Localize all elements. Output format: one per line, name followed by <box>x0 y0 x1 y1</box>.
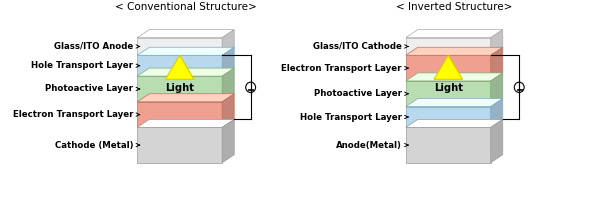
Polygon shape <box>406 73 503 81</box>
Polygon shape <box>406 127 490 163</box>
Text: Cathode (Metal): Cathode (Metal) <box>55 141 139 150</box>
Text: Glass/ITO Anode: Glass/ITO Anode <box>54 42 139 51</box>
Polygon shape <box>222 94 234 127</box>
Polygon shape <box>222 119 234 163</box>
Polygon shape <box>406 99 503 106</box>
Text: < Conventional Structure>: < Conventional Structure> <box>115 2 257 12</box>
Text: < Inverted Structure>: < Inverted Structure> <box>396 2 513 12</box>
Text: Electron Transport Layer: Electron Transport Layer <box>281 64 408 73</box>
Text: Electron Transport Layer: Electron Transport Layer <box>13 110 139 119</box>
Polygon shape <box>406 47 503 55</box>
Polygon shape <box>165 55 194 79</box>
Polygon shape <box>490 99 503 127</box>
Polygon shape <box>434 55 463 79</box>
Polygon shape <box>406 38 490 55</box>
Polygon shape <box>406 119 503 127</box>
Polygon shape <box>137 102 222 127</box>
Polygon shape <box>137 38 222 55</box>
Polygon shape <box>137 30 234 38</box>
Polygon shape <box>137 55 222 76</box>
Polygon shape <box>406 106 490 127</box>
Polygon shape <box>137 94 234 102</box>
Text: Light: Light <box>165 83 194 93</box>
Polygon shape <box>222 68 234 102</box>
Polygon shape <box>137 76 222 102</box>
Polygon shape <box>137 119 234 127</box>
Polygon shape <box>406 30 503 38</box>
Polygon shape <box>137 47 234 55</box>
Polygon shape <box>490 73 503 106</box>
Polygon shape <box>406 81 490 106</box>
Text: Photoactive Layer: Photoactive Layer <box>45 84 139 94</box>
Text: Hole Transport Layer: Hole Transport Layer <box>300 112 408 121</box>
Polygon shape <box>490 119 503 163</box>
Text: Anode(Metal): Anode(Metal) <box>336 141 408 150</box>
Text: Glass/ITO Cathode: Glass/ITO Cathode <box>313 42 408 51</box>
Polygon shape <box>137 127 222 163</box>
Polygon shape <box>222 47 234 76</box>
Polygon shape <box>222 30 234 55</box>
Text: Hole Transport Layer: Hole Transport Layer <box>31 61 139 70</box>
Text: Photoactive Layer: Photoactive Layer <box>314 89 408 98</box>
Text: Light: Light <box>434 83 463 93</box>
Polygon shape <box>406 55 490 81</box>
Polygon shape <box>137 68 234 76</box>
Polygon shape <box>490 47 503 81</box>
Polygon shape <box>490 30 503 55</box>
